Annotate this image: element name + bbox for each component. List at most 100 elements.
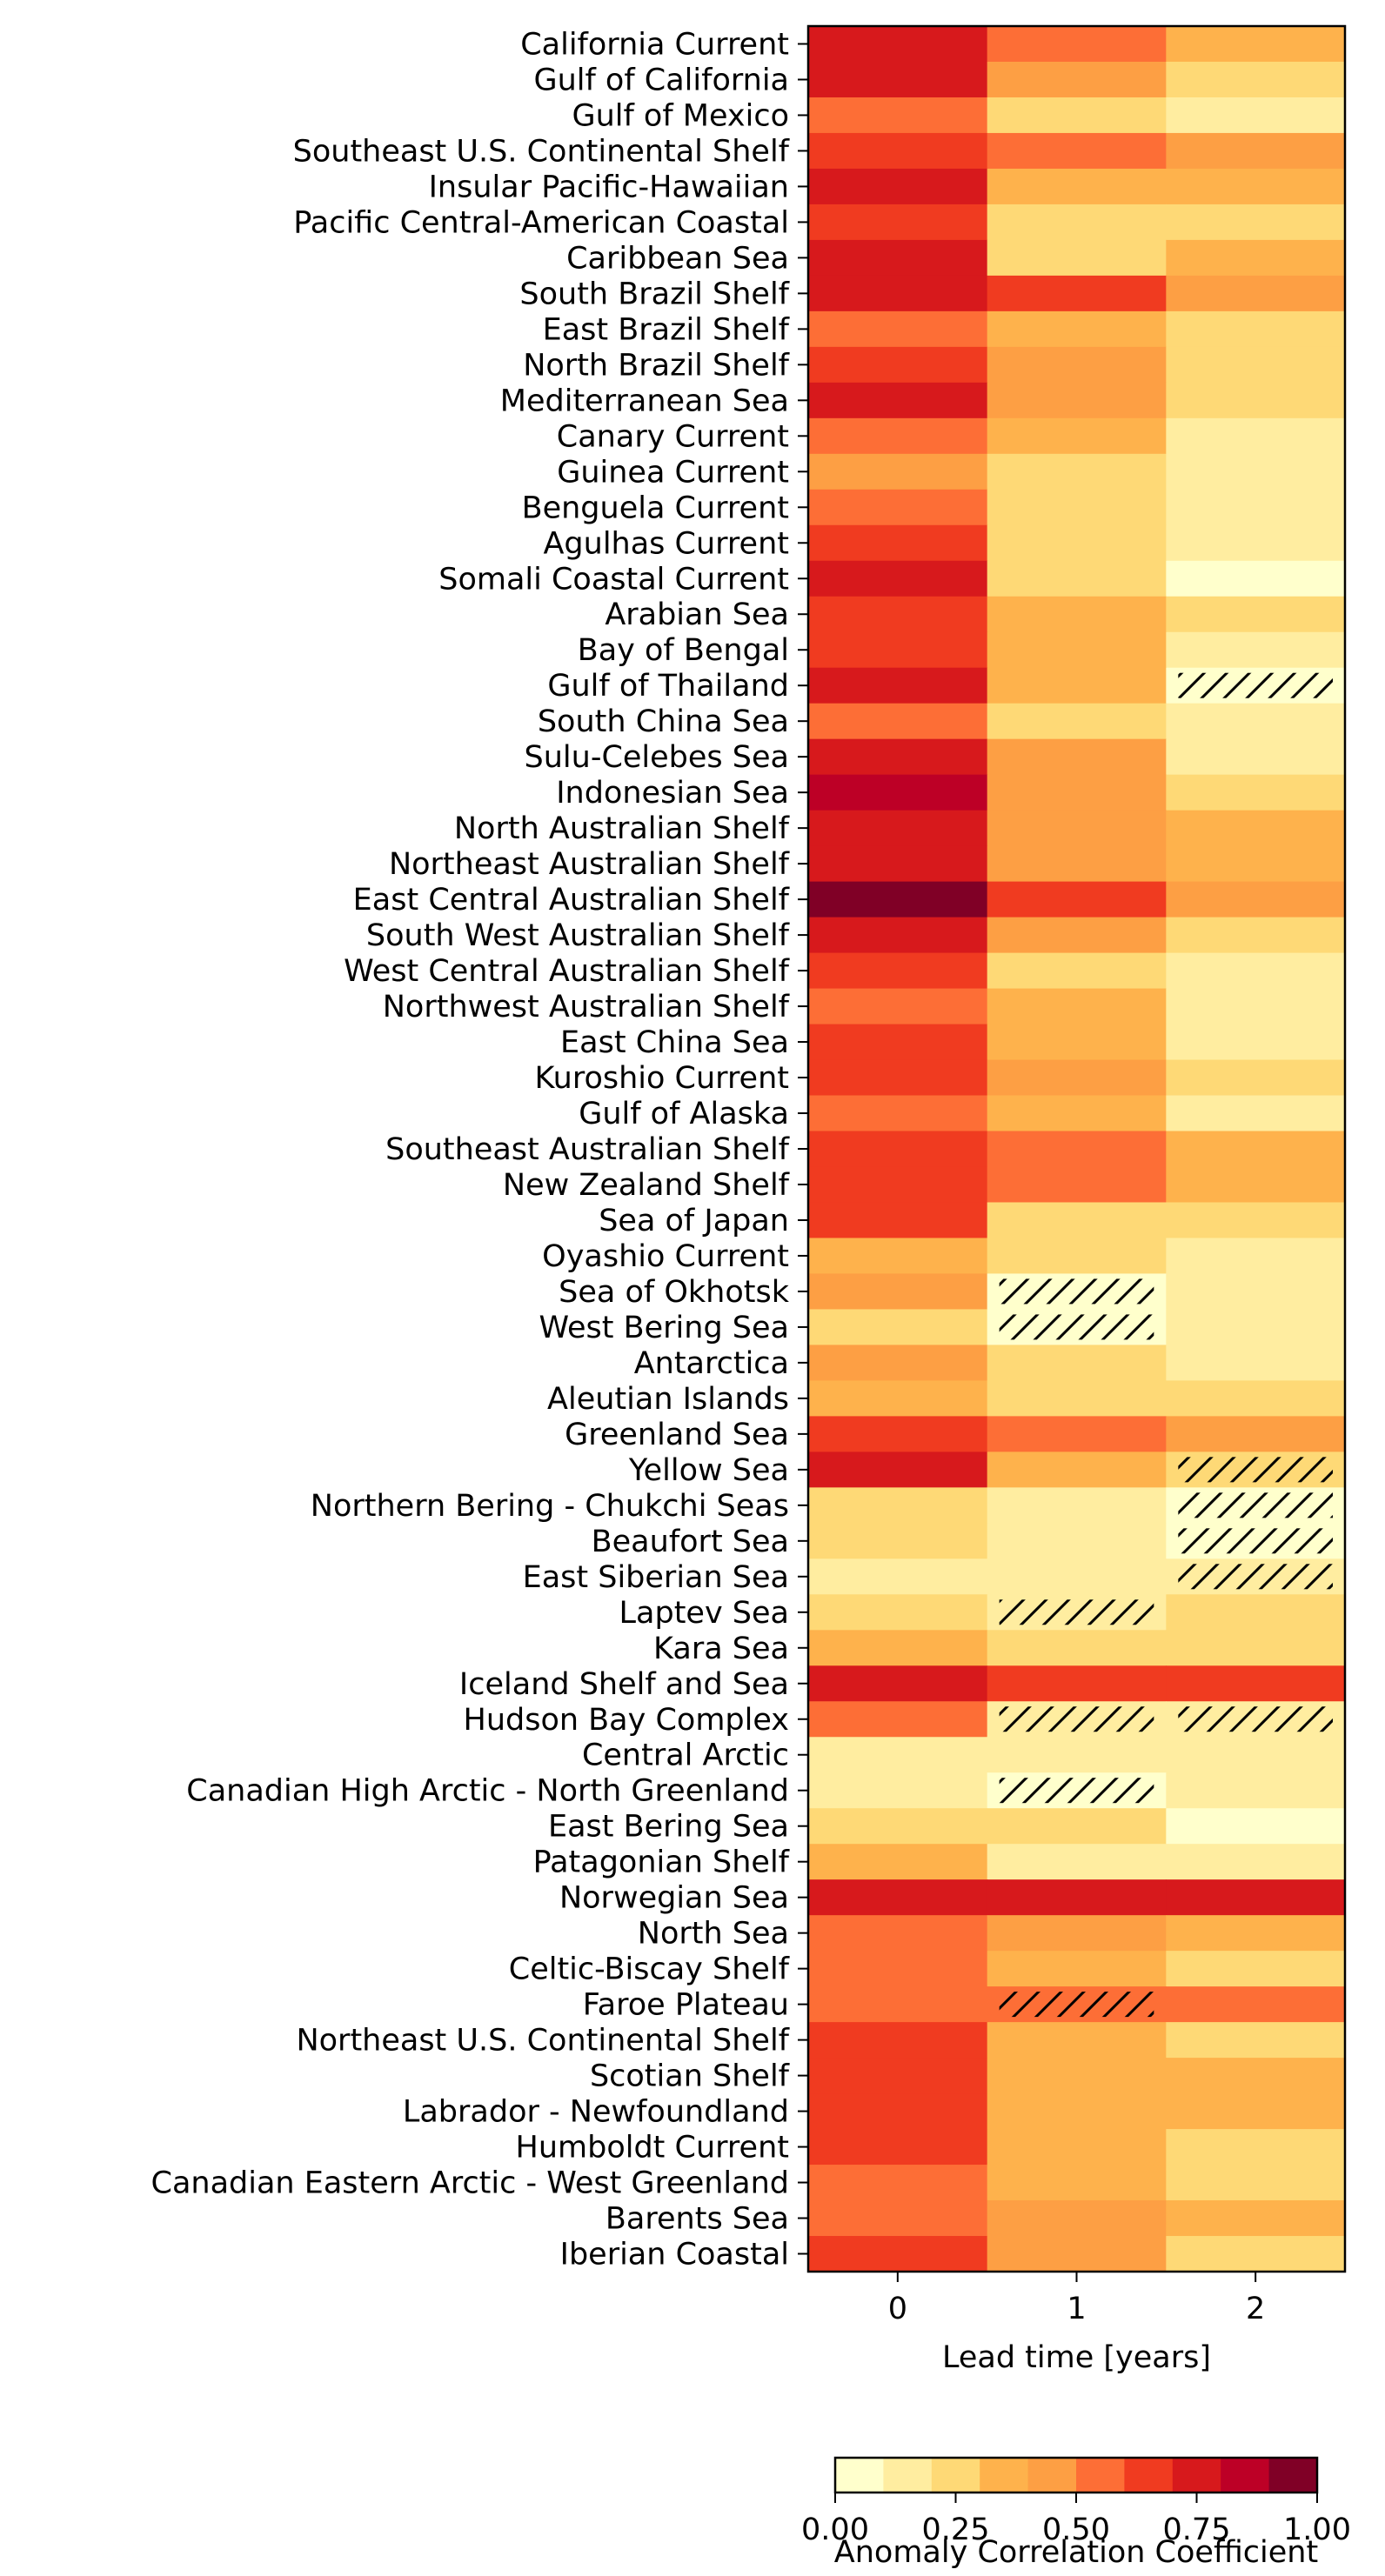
hatch-overlay — [1178, 1492, 1333, 1518]
heatmap-cell — [987, 382, 1167, 419]
heatmap-cell — [987, 2236, 1167, 2272]
y-tick-label: Humboldt Current — [516, 2131, 789, 2166]
heatmap-cell — [808, 1416, 988, 1452]
y-tick-label: Sea of Okhotsk — [559, 1275, 790, 1310]
heatmap-cell — [808, 2093, 988, 2130]
y-tick-label: Faroe Plateau — [583, 1988, 789, 2023]
heatmap-cell — [987, 453, 1167, 491]
y-tick-label: Pacific Central-American Coastal — [293, 205, 789, 240]
heatmap-cell — [808, 1951, 988, 1987]
heatmap-cell — [1166, 1808, 1346, 1845]
heatmap-cell — [1166, 26, 1346, 63]
heatmap-cell — [987, 1416, 1167, 1452]
heatmap-cell — [1166, 382, 1346, 419]
heatmap-cell — [987, 346, 1167, 384]
heatmap-cell — [808, 524, 988, 562]
colorbar-swatch — [835, 2458, 884, 2493]
heatmap-cell — [808, 26, 988, 63]
heatmap-cell — [808, 2200, 988, 2237]
heatmap-cell — [1166, 168, 1346, 205]
colorbar-swatch — [1221, 2458, 1270, 2493]
colorbar-swatch — [1268, 2458, 1318, 2493]
heatmap-cell — [987, 26, 1167, 63]
y-tick-label: Indonesian Sea — [556, 776, 789, 811]
heatmap-cell — [808, 1844, 988, 1880]
heatmap-cell — [808, 239, 988, 277]
heatmap-cell — [987, 703, 1167, 740]
colorbar-tick-label: 0.50 — [1042, 2513, 1110, 2547]
heatmap-cell — [1166, 1202, 1346, 1239]
heatmap-cells — [808, 26, 1346, 2272]
heatmap-cell — [1166, 2129, 1346, 2166]
hatch-overlay — [1178, 1564, 1333, 1590]
heatmap-cell — [1166, 1844, 1346, 1880]
heatmap-cell — [1166, 1095, 1346, 1132]
heatmap-cell — [808, 1630, 988, 1666]
colorbar-swatch — [1076, 2458, 1125, 2493]
heatmap-cell — [1166, 417, 1346, 455]
heatmap-cell — [1166, 1024, 1346, 1061]
hatch-overlay — [1178, 1528, 1333, 1554]
heatmap-cell — [1166, 845, 1346, 883]
heatmap-cell — [1166, 1131, 1346, 1168]
colorbar-tick-label: 0.00 — [801, 2513, 869, 2547]
y-tick-label: North Sea — [638, 1917, 789, 1952]
y-tick-label: Canadian Eastern Arctic - West Greenland — [151, 2166, 789, 2201]
heatmap-cell — [987, 1630, 1167, 1666]
colorbar-swatch — [1124, 2458, 1174, 2493]
hatch-overlay — [999, 1706, 1154, 1732]
heatmap-cell — [808, 1772, 988, 1809]
heatmap-cell — [1166, 61, 1346, 98]
y-tick-label: Kuroshio Current — [534, 1061, 789, 1096]
heatmap-cell — [987, 738, 1167, 776]
y-tick-label: Central Arctic — [582, 1738, 789, 1773]
colorbar-label: Anomaly Correlation Coefficient — [834, 2535, 1318, 2570]
y-tick-label: Benguela Current — [522, 491, 789, 525]
heatmap-cell — [1166, 952, 1346, 990]
heatmap-cell — [1166, 1309, 1346, 1346]
y-tick-label: South Brazil Shelf — [519, 277, 789, 311]
y-tick-label: Northeast U.S. Continental Shelf — [296, 2024, 789, 2059]
y-tick-label: West Bering Sea — [539, 1311, 789, 1345]
colorbar — [835, 2458, 1318, 2493]
heatmap-cell — [808, 61, 988, 98]
y-tick-label: Guinea Current — [557, 455, 789, 490]
y-tick-label: Sulu-Celebes Sea — [525, 740, 789, 775]
heatmap-cell — [1166, 2093, 1346, 2130]
y-tick-label: East Siberian Sea — [523, 1560, 789, 1595]
colorbar-swatch — [883, 2458, 933, 2493]
heatmap-cell — [1166, 1273, 1346, 1311]
heatmap-cell — [808, 1558, 988, 1595]
heatmap-cell — [987, 1665, 1167, 1702]
heatmap-cell — [987, 2093, 1167, 2130]
y-tick-label: Bay of Bengal — [578, 633, 789, 668]
heatmap-cell — [987, 417, 1167, 455]
heatmap-cell — [1166, 1416, 1346, 1452]
heatmap-cell — [808, 1879, 988, 1916]
y-tick-label: New Zealand Shelf — [503, 1168, 790, 1203]
heatmap-cell — [808, 881, 988, 918]
x-tick-label: 1 — [1067, 2292, 1086, 2326]
colorbar-ticks: 0.00 0.25 0.50 0.75 1.00 — [801, 2493, 1351, 2547]
hatch-overlays — [999, 672, 1333, 2018]
heatmap-cell — [808, 1665, 988, 1702]
heatmap-cell — [808, 310, 988, 348]
heatmap-cell — [1166, 881, 1346, 918]
x-tick-label: 2 — [1246, 2292, 1265, 2326]
hatch-overlay — [999, 1278, 1154, 1305]
heatmap-cell — [987, 810, 1167, 847]
heatmap-cell — [808, 2129, 988, 2166]
y-tick-label: South China Sea — [538, 704, 789, 739]
heatmap-cell — [987, 1202, 1167, 1239]
heatmap-cell — [987, 988, 1167, 1025]
y-tick-label: Agulhas Current — [543, 526, 789, 561]
y-tick-label: Gulf of Thailand — [547, 669, 789, 704]
y-tick-label: East Brazil Shelf — [543, 312, 790, 347]
y-tick-label: Gulf of Alaska — [579, 1097, 789, 1131]
y-tick-label: Mediterranean Sea — [500, 384, 789, 418]
heatmap-cell — [987, 845, 1167, 883]
y-tick-label: Hudson Bay Complex — [464, 1703, 790, 1738]
heatmap-cell — [1166, 596, 1346, 633]
heatmap-cell — [1166, 97, 1346, 134]
